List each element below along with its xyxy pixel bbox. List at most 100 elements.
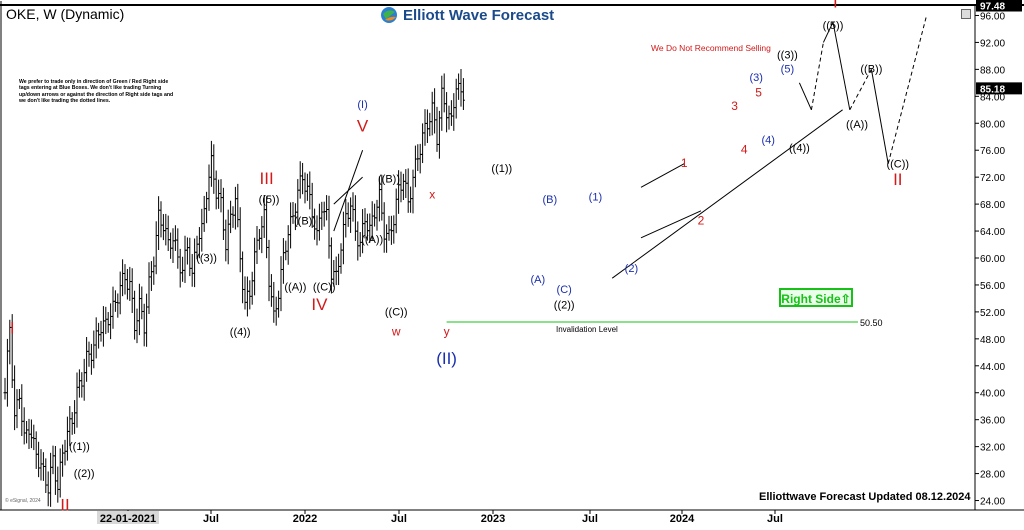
x-axis-ticks: 22-01-2021 Jul 2022 Jul 2023 Jul 2024 Jul (97, 510, 783, 525)
wave-label: 1 (681, 156, 688, 170)
y-tick-label: 48.00 (980, 335, 1005, 346)
wave-label: (3) (749, 72, 762, 84)
price-label-box (976, 82, 1022, 95)
wave-label: II (893, 170, 902, 189)
y-tick-label: 44.00 (980, 362, 1005, 373)
support-trendline (611, 109, 843, 279)
recommend-note: We Do Not Recommend Selling (651, 43, 771, 53)
wave-label: 4 (741, 143, 748, 157)
x-tick-highlight (97, 511, 159, 524)
wave-label: 2 (698, 213, 705, 227)
y-tick-label: 96.00 (980, 11, 1005, 22)
wave-label: ((1)) (491, 163, 512, 175)
trading-notice: We prefer to trade only in direction of … (19, 79, 174, 104)
settings-square-icon[interactable] (961, 9, 971, 19)
updated-label: Elliottwave Forecast Updated 08.12.2024 (759, 491, 971, 503)
wave-label: ((1)) (69, 441, 90, 453)
y-tick-label: 76.00 (980, 146, 1005, 157)
y-tick-label: 84.00 (980, 92, 1005, 103)
wave-label: ((B)) (378, 174, 400, 186)
x-tick-label: Jul (391, 513, 407, 525)
y-tick-label: 28.00 (980, 470, 1005, 481)
trend-lines: Invalidation Level 50.50 (333, 15, 928, 334)
y-tick-label: 88.00 (980, 65, 1005, 76)
wave-label: ((5)) (259, 194, 280, 206)
wave-label: V (357, 116, 369, 135)
wedge-upper-line (640, 163, 685, 188)
wave-label: (4) (761, 134, 774, 146)
wave-label: (C) (557, 284, 572, 296)
wave-label: (II) (436, 349, 457, 368)
wave-label: 3 (731, 99, 738, 113)
y-tick-label: 32.00 (980, 443, 1005, 454)
globe-logo-icon (381, 7, 397, 23)
price-bars (3, 69, 465, 507)
wave-label: ((3)) (196, 252, 217, 264)
y-tick-label: 56.00 (980, 281, 1005, 292)
wave-label: (I) (357, 99, 367, 111)
wave-label: ((C)) (313, 281, 336, 293)
invalidation-value: 50.50 (860, 318, 883, 328)
wave-label: ((A)) (361, 234, 383, 246)
price-label-box (976, 0, 1022, 12)
wave-label: (B) (542, 194, 557, 206)
y-tick-label: 36.00 (980, 416, 1005, 427)
wave-label: ((2)) (74, 468, 95, 480)
wave-label: ((2)) (554, 300, 575, 312)
y-tick-label: 24.00 (980, 497, 1005, 508)
wedge-lower-line (640, 210, 702, 239)
wave-label: 5 (755, 85, 762, 99)
wave-label: I (10, 318, 15, 337)
wave-label: ((A)) (846, 119, 868, 131)
wave-label: ((C)) (385, 306, 408, 318)
price-label: 97.48 (980, 2, 1005, 13)
brand-logo: Elliott Wave Forecast (380, 6, 554, 24)
x-tick-label: Jul (582, 513, 598, 525)
wave-label: ((5)) (823, 20, 844, 32)
y-tick-label: 92.00 (980, 38, 1005, 49)
wave-label: ((4)) (789, 143, 810, 155)
projection-path (798, 82, 812, 110)
wave-label: y (444, 324, 450, 338)
wave-label: w (391, 324, 401, 338)
y-tick-label: 72.00 (980, 173, 1005, 184)
wave-label: (2) (625, 263, 638, 275)
wave-label: (1) (589, 192, 602, 204)
wave-label: ((B)) (860, 64, 882, 76)
wave-label: ((B)) (294, 215, 316, 227)
x-tick-label: 22-01-2021 (100, 513, 156, 525)
wave-label: ((C)) (886, 159, 909, 171)
projection-path (870, 69, 889, 164)
chart-title: OKE, W (Dynamic) (6, 6, 125, 22)
right-side-badge: Right Side⇧ (779, 288, 853, 307)
wave-labels: III((1))((2))((3))((4))III((5))((B))((A)… (10, 0, 909, 515)
y-axis-ticks: 24.00 28.00 32.00 36.00 40.00 44.00 48.00 52.00… (975, 0, 1022, 508)
y-tick-label: 68.00 (980, 200, 1005, 211)
x-tick-label: Jul (203, 513, 219, 525)
projection-path (887, 15, 928, 164)
brand-name: Elliott Wave Forecast (403, 6, 555, 24)
wave-label: (5) (781, 64, 794, 76)
y-tick-label: 80.00 (980, 119, 1005, 130)
projection-path (822, 21, 834, 43)
x-tick-label: 2024 (670, 513, 695, 525)
wave-label: I (833, 0, 838, 11)
diagonal-line-b (333, 176, 363, 205)
y-tick-label: 60.00 (980, 254, 1005, 265)
wave-label: ((A)) (284, 281, 306, 293)
wave-label: II (60, 496, 69, 515)
projection-path (849, 69, 872, 111)
y-tick-label: 52.00 (980, 308, 1005, 319)
wave-label: x (429, 188, 435, 202)
x-tick-label: 2022 (293, 513, 317, 525)
y-tick-label: 40.00 (980, 389, 1005, 400)
copyright-note: © eSignal, 2024 (5, 498, 41, 504)
y-tick-label: 64.00 (980, 227, 1005, 238)
x-tick-label: Jul (767, 513, 783, 525)
wave-label: ((4)) (230, 326, 251, 338)
x-tick-label: 2023 (481, 513, 505, 525)
projection-path (832, 22, 851, 110)
